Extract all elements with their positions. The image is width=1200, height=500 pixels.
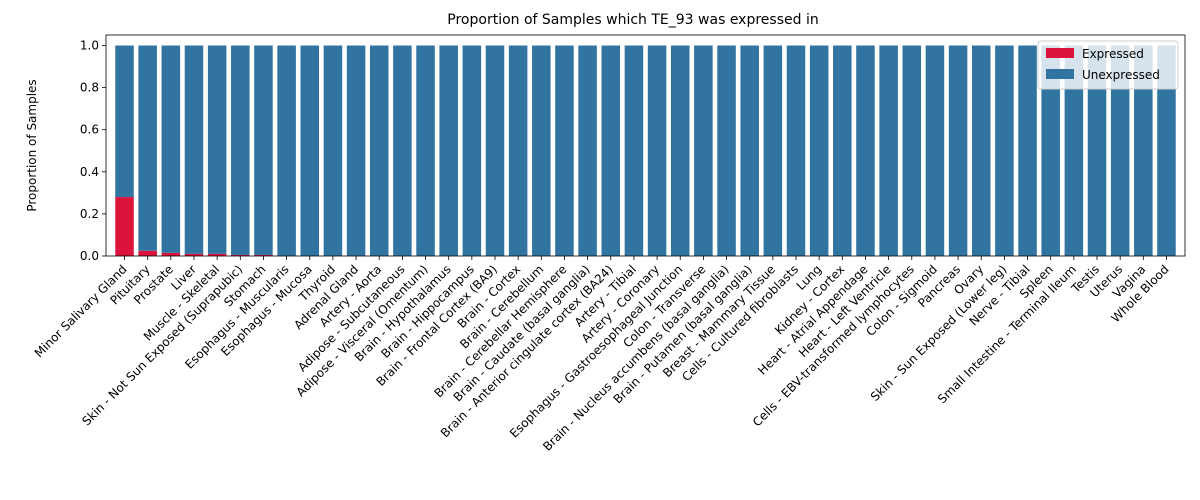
bar-unexpressed-0	[115, 45, 134, 198]
bar-expressed-3	[184, 253, 204, 256]
bar-unexpressed-12	[393, 45, 412, 257]
bar-unexpressed-26	[717, 45, 736, 257]
legend-label-unexpressed: Unexpressed	[1082, 68, 1160, 82]
y-tick-label: 0.0	[80, 249, 99, 263]
bar-unexpressed-39	[1018, 45, 1037, 257]
y-axis: 0.0 0.2 0.4 0.6 0.8 1.0	[80, 39, 106, 263]
bars-group	[115, 45, 1176, 257]
bar-unexpressed-1	[138, 45, 157, 251]
y-tick-label: 0.8	[80, 81, 99, 95]
y-tick-label: 1.0	[80, 39, 99, 53]
bar-expressed-1	[138, 250, 157, 256]
bar-unexpressed-38	[995, 45, 1014, 257]
bar-unexpressed-20	[578, 45, 597, 257]
bar-unexpressed-4	[207, 45, 227, 254]
bar-unexpressed-37	[971, 45, 991, 257]
bar-unexpressed-2	[161, 45, 181, 253]
bar-expressed-2	[161, 252, 181, 256]
bar-unexpressed-5	[231, 45, 250, 255]
y-tick-label: 0.4	[80, 165, 99, 179]
bar-unexpressed-8	[300, 45, 320, 257]
bar-unexpressed-17	[508, 45, 528, 257]
bar-unexpressed-32	[856, 45, 875, 257]
bar-expressed-5	[231, 254, 250, 256]
y-axis-label: Proportion of Samples	[25, 79, 39, 211]
bar-unexpressed-45	[1157, 45, 1176, 257]
bar-expressed-6	[254, 254, 273, 256]
chart-title: Proportion of Samples which TE_93 was ex…	[447, 12, 818, 28]
bar-unexpressed-36	[948, 45, 968, 257]
bar-unexpressed-6	[254, 45, 273, 255]
bar-unexpressed-7	[277, 45, 296, 257]
y-tick-label: 0.6	[80, 123, 99, 137]
bar-unexpressed-10	[346, 45, 366, 257]
bar-unexpressed-40	[1041, 45, 1060, 257]
bar-unexpressed-23	[647, 45, 667, 257]
legend: Expressed Unexpressed	[1037, 40, 1179, 90]
bar-unexpressed-9	[323, 45, 343, 257]
bar-unexpressed-31	[833, 45, 852, 257]
legend-label-expressed: Expressed	[1082, 47, 1144, 61]
y-tick-label: 0.2	[80, 207, 99, 221]
bar-unexpressed-22	[624, 45, 644, 257]
bar-unexpressed-13	[416, 45, 435, 257]
bar-unexpressed-3	[184, 45, 204, 254]
legend-swatch-unexpressed	[1046, 69, 1074, 79]
bar-unexpressed-14	[439, 45, 458, 257]
bar-unexpressed-43	[1110, 45, 1130, 257]
bar-unexpressed-30	[809, 45, 829, 257]
bar-unexpressed-35	[925, 45, 945, 257]
x-axis: Minor Salivary GlandPituitaryProstateLiv…	[32, 256, 1172, 454]
bar-expressed-0	[115, 197, 134, 256]
bar-unexpressed-33	[879, 45, 898, 257]
bar-unexpressed-29	[786, 45, 806, 257]
bar-unexpressed-41	[1064, 45, 1084, 257]
bar-expressed-4	[207, 253, 227, 256]
bar-unexpressed-19	[555, 45, 574, 257]
bar-unexpressed-34	[902, 45, 922, 257]
bar-unexpressed-16	[485, 45, 505, 257]
legend-swatch-expressed	[1046, 48, 1074, 58]
bar-unexpressed-15	[462, 45, 482, 257]
bar-unexpressed-42	[1087, 45, 1107, 257]
bar-unexpressed-28	[763, 45, 783, 257]
bar-unexpressed-11	[369, 45, 389, 257]
bar-unexpressed-44	[1134, 45, 1153, 257]
bar-unexpressed-24	[670, 45, 690, 257]
bar-unexpressed-21	[601, 45, 621, 257]
bar-unexpressed-25	[694, 45, 713, 257]
x-tick-label: Minor Salivary Gland	[32, 262, 130, 360]
bar-unexpressed-27	[740, 45, 759, 257]
bar-unexpressed-18	[532, 45, 551, 257]
plot-frame	[105, 34, 1186, 257]
